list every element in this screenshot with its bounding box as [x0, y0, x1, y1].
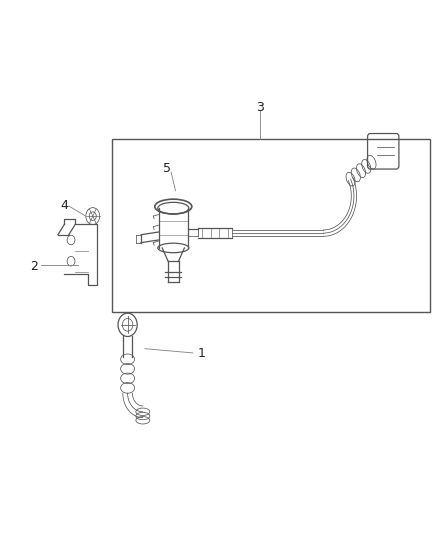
Text: 2: 2	[30, 260, 38, 273]
Text: 3: 3	[256, 101, 264, 114]
Text: 1: 1	[198, 348, 205, 360]
Text: 4: 4	[60, 199, 68, 212]
Bar	[113, 139, 430, 312]
Text: 5: 5	[163, 162, 171, 175]
